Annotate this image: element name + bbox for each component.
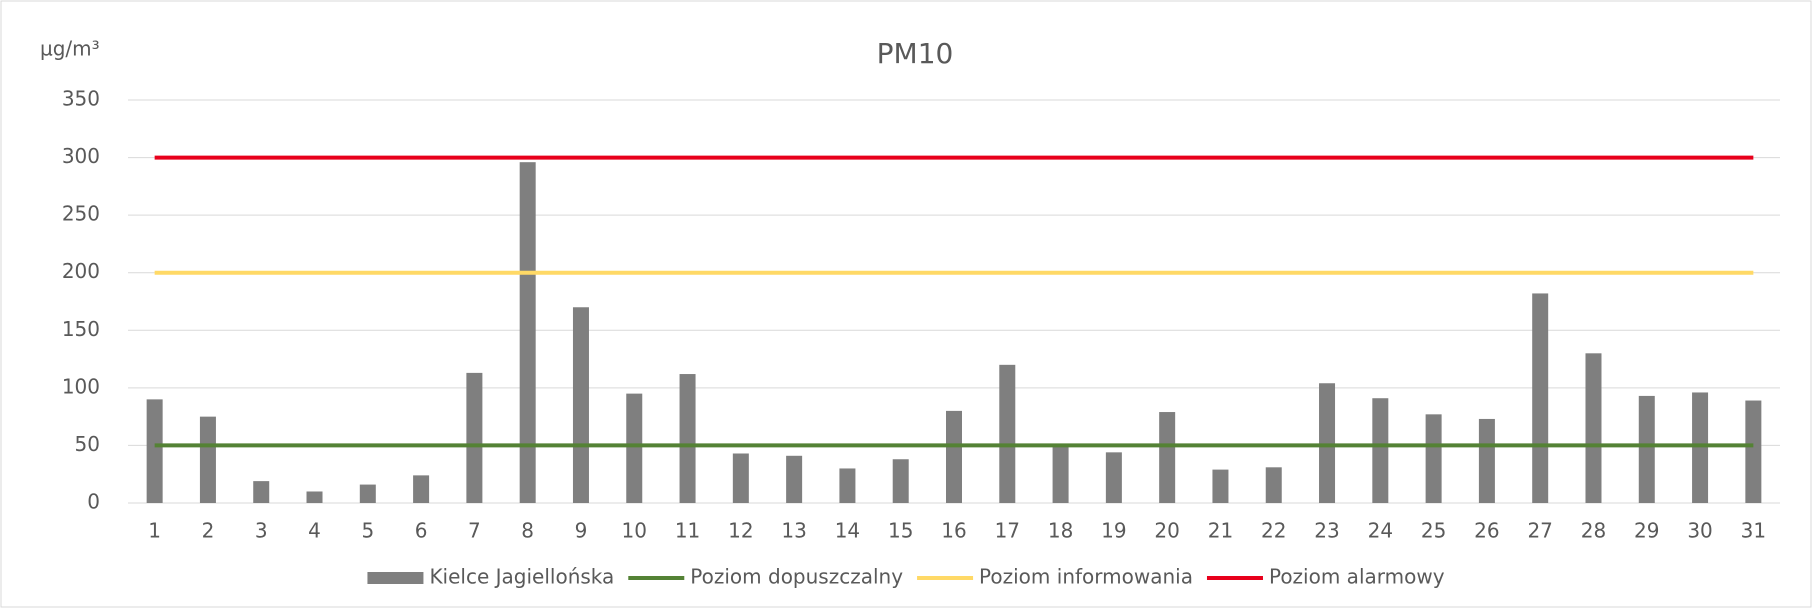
bar <box>519 162 536 504</box>
bar <box>1638 395 1655 503</box>
bar <box>786 455 803 503</box>
x-tick-label: 19 <box>1101 519 1126 543</box>
x-tick-label: 30 <box>1687 519 1712 543</box>
x-tick-label: 22 <box>1261 519 1286 543</box>
x-tick-label: 26 <box>1474 519 1499 543</box>
x-tick-label: 1 <box>148 519 161 543</box>
bar <box>1372 398 1389 503</box>
x-tick-label: 3 <box>255 519 268 543</box>
x-tick-label: 13 <box>781 519 806 543</box>
x-tick-label: 2 <box>202 519 215 543</box>
bar <box>999 364 1016 503</box>
y-tick-label: 50 <box>75 432 100 456</box>
bar <box>1425 414 1442 503</box>
bar <box>253 481 270 503</box>
y-tick-label: 100 <box>62 374 100 398</box>
bar <box>359 484 376 503</box>
bar <box>1745 400 1762 503</box>
bar <box>306 491 323 503</box>
bar <box>1265 467 1282 503</box>
bar <box>1159 412 1176 503</box>
bar <box>1319 383 1336 503</box>
bar <box>679 374 696 503</box>
bar <box>1532 293 1549 503</box>
y-tick-label: 300 <box>62 144 100 168</box>
x-tick-label: 24 <box>1368 519 1393 543</box>
bar <box>1585 353 1602 503</box>
x-tick-label: 6 <box>415 519 428 543</box>
x-tick-label: 4 <box>308 519 321 543</box>
x-tick-label: 31 <box>1741 519 1766 543</box>
bar <box>572 307 589 503</box>
y-tick-label: 0 <box>87 490 100 514</box>
bar <box>946 410 962 503</box>
y-tick-label: 150 <box>62 317 100 341</box>
y-tick-label: 200 <box>62 259 100 283</box>
x-tick-label: 20 <box>1154 519 1179 543</box>
bar <box>146 399 163 503</box>
legend-swatch <box>367 572 424 584</box>
bar <box>1052 445 1069 503</box>
x-tick-label: 7 <box>468 519 481 543</box>
x-tick-label: 9 <box>575 519 588 543</box>
x-tick-label: 27 <box>1527 519 1552 543</box>
bar <box>199 416 216 503</box>
x-tick-label: 8 <box>521 519 534 543</box>
x-tick-label: 14 <box>835 519 860 543</box>
x-tick-label: 21 <box>1208 519 1233 543</box>
legend-label: Poziom alarmowy <box>1269 565 1445 589</box>
x-tick-label: 23 <box>1314 519 1339 543</box>
bar <box>1105 452 1122 503</box>
x-tick-label: 11 <box>675 519 700 543</box>
x-tick-label: 18 <box>1048 519 1073 543</box>
bar <box>1478 418 1495 503</box>
bar <box>1212 469 1229 503</box>
legend-label: Kielce Jagiellońska <box>429 565 614 589</box>
x-tick-label: 29 <box>1634 519 1659 543</box>
chart-title: PM10 <box>877 37 954 70</box>
x-tick-label: 25 <box>1421 519 1446 543</box>
bar <box>466 372 483 503</box>
bar <box>626 393 643 503</box>
bar <box>732 453 749 503</box>
x-tick-label: 28 <box>1581 519 1606 543</box>
x-tick-label: 5 <box>361 519 374 543</box>
legend-label: Poziom dopuszczalny <box>690 565 903 589</box>
x-tick-label: 12 <box>728 519 753 543</box>
x-tick-label: 10 <box>622 519 647 543</box>
y-tick-label: 350 <box>62 87 100 111</box>
x-tick-label: 17 <box>995 519 1020 543</box>
x-tick-label: 16 <box>941 519 966 543</box>
y-tick-label: 250 <box>62 202 100 226</box>
legend-label: Poziom informowania <box>979 565 1193 589</box>
bar <box>839 468 856 503</box>
bar <box>892 459 909 503</box>
y-axis-label: µg/m³ <box>40 37 100 61</box>
bar <box>413 475 430 503</box>
x-tick-label: 15 <box>888 519 913 543</box>
bar <box>1692 392 1709 503</box>
